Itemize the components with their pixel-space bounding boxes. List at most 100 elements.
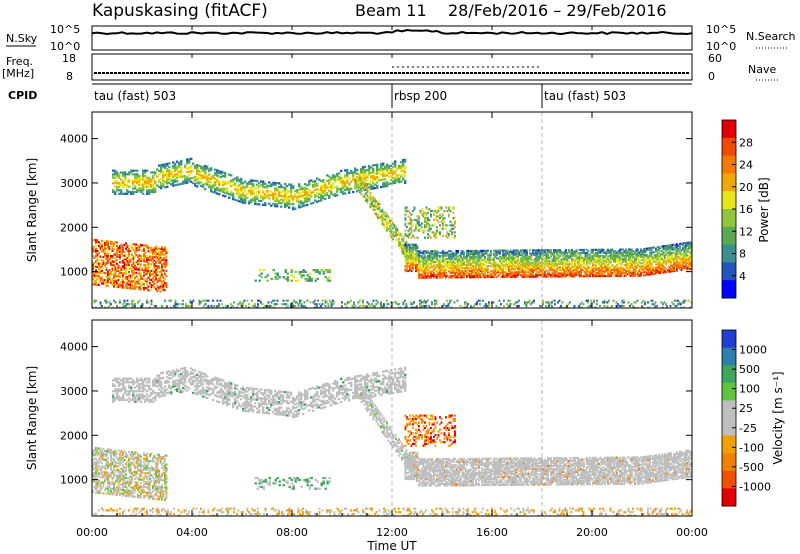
power-echo: [449, 262, 452, 265]
power-echo: [452, 270, 455, 273]
power-echo: [475, 273, 477, 276]
power-echo: [511, 272, 513, 275]
power-echo: [460, 253, 462, 256]
power-echo: [422, 272, 425, 274]
power-echo: [318, 199, 321, 203]
power-echo: [635, 257, 638, 260]
power-echo: [384, 211, 387, 214]
power-echo: [436, 276, 438, 279]
power-echo: [250, 181, 253, 184]
power-echo: [439, 275, 441, 277]
power-echo: [284, 190, 287, 193]
power-echo: [298, 193, 301, 197]
power-echo: [224, 191, 227, 194]
power-echo: [686, 268, 689, 271]
power-echo: [664, 260, 666, 263]
power-echo: [396, 230, 399, 233]
power-echo: [623, 271, 626, 274]
power-echo: [196, 165, 199, 168]
power-echo: [108, 274, 111, 277]
power-echo: [380, 166, 383, 169]
power-echo: [102, 259, 105, 262]
power-echo: [580, 267, 582, 270]
power-echo: [646, 269, 648, 272]
power-echo: [147, 285, 150, 288]
power-echo: [176, 173, 179, 176]
power-echo: [144, 278, 147, 281]
power-echo: [208, 184, 211, 187]
power-echo: [166, 162, 169, 165]
power-echo: [316, 195, 319, 198]
power-echo: [451, 231, 453, 234]
power-echo: [306, 191, 309, 194]
power-echo: [436, 250, 438, 253]
power-echo: [131, 287, 133, 290]
power-echo: [162, 163, 165, 166]
power-echo: [156, 175, 159, 178]
power-echo: [422, 258, 425, 261]
power-echo: [412, 224, 414, 227]
power-echo: [607, 273, 609, 276]
power-echo: [366, 198, 369, 201]
power-echo: [647, 264, 650, 267]
power-echo: [132, 259, 135, 262]
power-echo: [162, 257, 165, 260]
power-echo: [596, 253, 599, 256]
power-echo: [146, 257, 148, 260]
power-echo: [210, 188, 213, 191]
power-echo: [380, 164, 383, 167]
power-echo: [119, 271, 121, 275]
power-echo: [322, 191, 325, 194]
power-echo: [443, 273, 446, 276]
power-echo: [406, 260, 408, 263]
power-echo: [454, 262, 456, 265]
power-echo: [425, 256, 428, 259]
power-echo: [539, 267, 542, 270]
power-echo: [152, 261, 154, 264]
power-echo: [572, 250, 575, 253]
power-echo: [101, 269, 103, 273]
power-echo: [478, 259, 480, 262]
power-echo: [312, 180, 315, 183]
power-echo: [160, 185, 163, 188]
power-echo: [505, 274, 507, 277]
power-echo: [574, 266, 576, 268]
power-echo: [647, 256, 650, 259]
power-echo: [442, 218, 444, 222]
power-echo: [386, 168, 389, 172]
power-echo: [140, 187, 143, 190]
power-echo: [428, 234, 431, 237]
power-echo: [530, 258, 533, 261]
power-echo: [656, 256, 659, 259]
power-echo: [129, 278, 132, 281]
power-echo: [92, 283, 94, 286]
power-echo: [238, 180, 241, 183]
power-echo: [95, 274, 97, 277]
power-echo: [415, 248, 417, 251]
power-echo: [472, 259, 474, 262]
power-echo: [101, 239, 103, 242]
power-echo: [412, 254, 414, 257]
power-echo: [274, 189, 277, 192]
power-echo: [535, 252, 537, 255]
power-echo: [134, 280, 136, 283]
power-echo: [388, 165, 391, 168]
power-echo: [455, 256, 458, 259]
power-echo: [272, 197, 275, 200]
power-echo: [619, 268, 621, 271]
power-echo: [320, 185, 323, 188]
power-echo: [168, 165, 171, 169]
power-echo: [595, 272, 597, 275]
power-echo: [330, 189, 333, 192]
power-echo: [608, 251, 611, 254]
power-echo: [366, 200, 369, 203]
power-echo: [605, 262, 608, 265]
power-echo: [562, 252, 564, 255]
power-echo: [166, 168, 169, 171]
power-echo: [535, 263, 537, 266]
power-echo: [131, 271, 133, 274]
power-echo: [236, 178, 239, 181]
power-echo: [354, 169, 357, 172]
power-echo: [682, 265, 684, 268]
power-echo: [466, 271, 468, 274]
